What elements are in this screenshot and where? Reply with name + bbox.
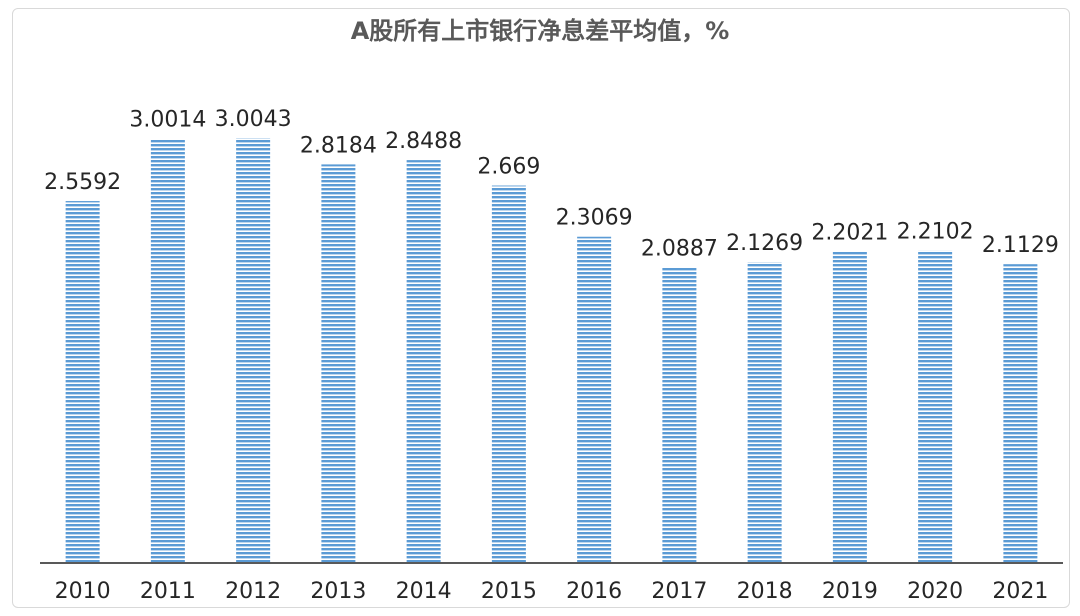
- bar-2012: [236, 138, 271, 564]
- x-tick-label-2010: 2010: [55, 579, 111, 604]
- x-tick-label-2012: 2012: [225, 579, 281, 604]
- data-label-2017: 2.0887: [641, 237, 718, 262]
- bar-2013: [321, 164, 356, 563]
- bar-2017: [662, 267, 697, 563]
- data-label-2015: 2.669: [477, 155, 540, 180]
- bar-2018: [747, 262, 782, 563]
- data-label-2010: 2.5592: [44, 170, 121, 195]
- data-label-2018: 2.1269: [726, 231, 803, 256]
- data-label-2016: 2.3069: [556, 206, 633, 231]
- x-tick-label-2011: 2011: [140, 579, 196, 604]
- data-label-2019: 2.2021: [811, 221, 888, 246]
- x-tick-label-2016: 2016: [566, 579, 622, 604]
- bar-2019: [832, 251, 867, 563]
- value-labels-group: 2.5592 3.0014 3.0043 2.8184 2.8488 2.669 2.306…: [44, 107, 1059, 261]
- bar-2016: [577, 236, 612, 564]
- data-label-2012: 3.0043: [215, 107, 292, 132]
- x-tick-label-2018: 2018: [737, 579, 793, 604]
- x-tick-label-2019: 2019: [822, 579, 878, 604]
- x-tick-label-2017: 2017: [651, 579, 707, 604]
- data-label-2020: 2.2102: [897, 219, 974, 244]
- bar-2014: [406, 160, 441, 563]
- bar-2020: [918, 250, 953, 563]
- data-label-2013: 2.8184: [300, 133, 377, 158]
- chart-area: [12, 8, 1070, 608]
- bar-2015: [491, 185, 526, 563]
- data-label-2021: 2.1129: [982, 233, 1059, 258]
- data-label-2014: 2.8488: [385, 129, 462, 154]
- x-tick-label-2020: 2020: [907, 579, 963, 604]
- x-tick-label-2013: 2013: [310, 579, 366, 604]
- bars-group: [65, 138, 1038, 564]
- bar-2021: [1003, 264, 1038, 563]
- bar-2011: [150, 138, 185, 563]
- x-tick-labels: 2010 2011 2012 2013 2014 2015 2016 2017 2018 2019…: [55, 579, 1049, 604]
- x-tick-label-2015: 2015: [481, 579, 537, 604]
- x-tick-label-2014: 2014: [396, 579, 452, 604]
- x-tick-label-2021: 2021: [992, 579, 1048, 604]
- bar-2010: [65, 201, 100, 563]
- chart-title: A股所有上市银行净息差平均值，%: [351, 17, 730, 45]
- data-label-2011: 3.0014: [129, 108, 206, 133]
